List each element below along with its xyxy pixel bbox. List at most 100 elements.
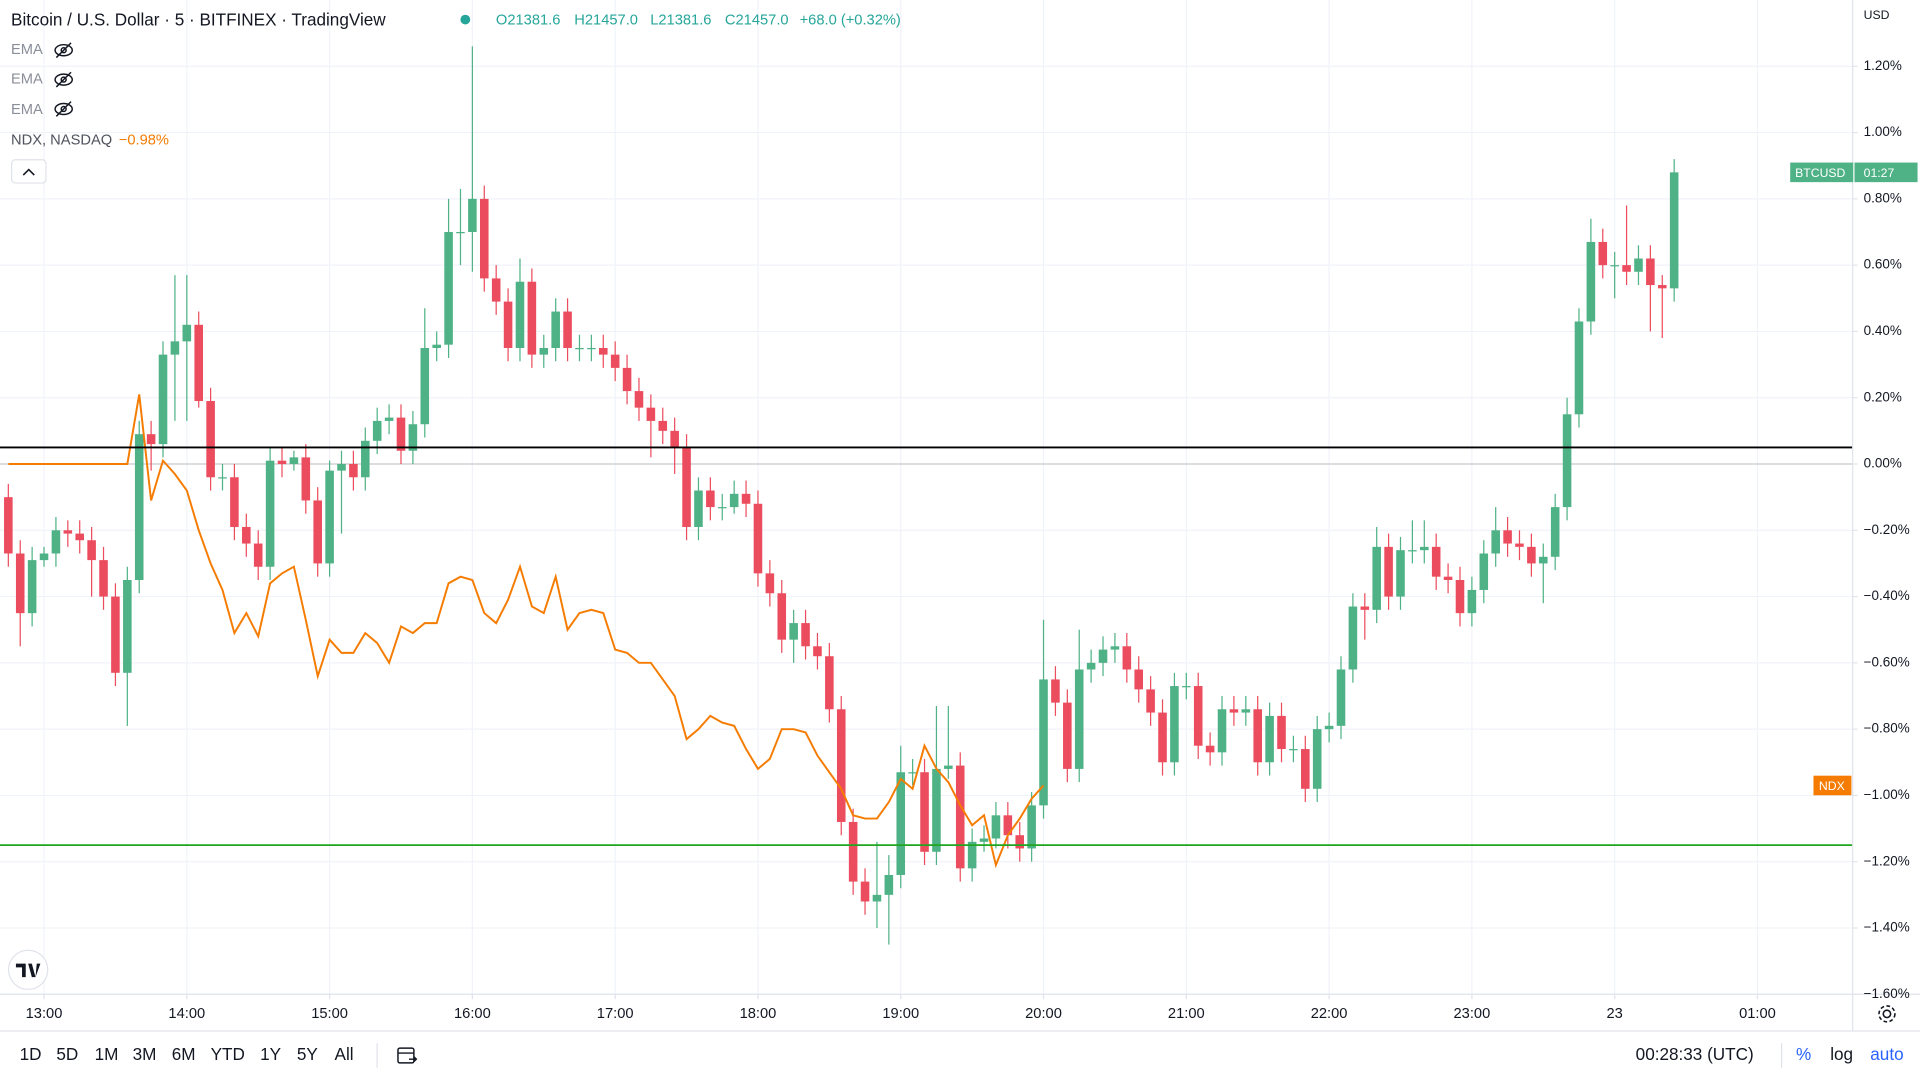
candle-body <box>1110 646 1120 650</box>
ohlc-change: +68.0 (+0.32%) <box>800 13 901 29</box>
eye-icon[interactable] <box>54 101 73 117</box>
candle-body <box>408 424 418 451</box>
y-tick-label: 0.00% <box>1864 456 1902 471</box>
x-tick-label: 23:00 <box>1454 1006 1491 1022</box>
range-button[interactable]: 1M <box>95 1044 119 1064</box>
x-tick-label: 23 <box>1607 1006 1623 1022</box>
range-button[interactable]: All <box>335 1044 354 1064</box>
candle-body <box>1360 606 1370 610</box>
candle-body <box>1193 686 1203 746</box>
candle-body <box>1515 543 1524 547</box>
candle-body <box>789 623 798 640</box>
range-button[interactable]: 1Y <box>260 1044 282 1064</box>
candle-body <box>955 765 965 869</box>
y-tick-label: −0.40% <box>1864 588 1910 603</box>
candle-body <box>75 533 85 541</box>
range-button[interactable]: 5Y <box>297 1044 319 1064</box>
candle-body <box>979 838 989 842</box>
candle-body <box>1074 669 1084 769</box>
scale-button[interactable]: auto <box>1870 1044 1903 1064</box>
candle-body <box>1039 679 1048 806</box>
candle-body <box>277 460 287 464</box>
candle-body <box>658 420 668 431</box>
goto-date-icon[interactable] <box>397 1047 418 1064</box>
candle-body <box>706 490 715 508</box>
candle-body <box>1491 530 1500 554</box>
candle-body <box>884 874 894 895</box>
clock[interactable]: 00:28:33 (UTC) <box>1636 1044 1754 1064</box>
candle-body <box>622 367 632 392</box>
candle-body <box>337 463 346 471</box>
candle-body <box>253 543 263 567</box>
candle-body <box>39 553 49 561</box>
candle-body <box>836 709 846 822</box>
candle-body <box>349 463 358 478</box>
indicator-name[interactable]: EMA <box>11 102 43 118</box>
candle-body <box>468 198 477 232</box>
y-tick-label: −0.20% <box>1864 522 1910 537</box>
currency-label[interactable]: USD <box>1864 8 1890 22</box>
compare-change: −0.98% <box>119 133 169 149</box>
range-button[interactable]: 6M <box>172 1044 196 1064</box>
candle-body <box>4 497 13 554</box>
grid-layer <box>0 0 1853 995</box>
candle-body <box>860 881 870 902</box>
x-tick-label: 15:00 <box>311 1006 348 1022</box>
x-tick-label: 13:00 <box>26 1006 63 1022</box>
candle-body <box>158 354 168 445</box>
candle-body <box>1431 546 1441 577</box>
y-tick-label: −1.60% <box>1864 986 1910 1001</box>
indicator-name[interactable]: EMA <box>11 42 43 58</box>
candle-body <box>1479 553 1489 590</box>
range-button[interactable]: 5D <box>56 1044 78 1064</box>
candle-body <box>1146 689 1155 713</box>
bar-countdown: 01:27 <box>1864 166 1895 180</box>
x-tick-label: 19:00 <box>882 1006 919 1022</box>
candle-body <box>265 460 275 567</box>
y-tick-label: −1.40% <box>1864 920 1910 935</box>
eye-icon[interactable] <box>54 71 73 88</box>
candle-body <box>575 348 584 350</box>
candle-body <box>1324 725 1334 730</box>
range-button[interactable]: 3M <box>133 1044 157 1064</box>
candle-body <box>1158 712 1167 763</box>
candle-body <box>146 434 156 445</box>
scale-button[interactable]: log <box>1830 1044 1853 1064</box>
candle-body <box>99 560 108 597</box>
range-button[interactable]: YTD <box>211 1044 245 1064</box>
scale-button[interactable]: % <box>1796 1044 1811 1064</box>
marks-layer <box>0 46 1853 945</box>
y-tick-label: 0.60% <box>1864 257 1902 272</box>
candle-body <box>301 457 311 501</box>
logo-badge[interactable] <box>7 949 49 990</box>
candle-body <box>539 348 549 355</box>
ohlc-low: L21381.6 <box>650 13 711 29</box>
hidden-eye-icons[interactable] <box>54 42 73 117</box>
candle-body <box>598 348 608 355</box>
settings-gear[interactable] <box>1878 1005 1896 1023</box>
candle-body <box>51 530 61 554</box>
candle-body <box>1205 745 1215 753</box>
candle-body <box>230 477 239 527</box>
x-tick-label: 16:00 <box>454 1006 491 1022</box>
candle-body <box>1646 258 1655 286</box>
candle-body <box>1229 709 1239 713</box>
candle-body <box>527 281 537 355</box>
candle-body <box>765 573 775 594</box>
x-tick-label: 21:00 <box>1168 1006 1205 1022</box>
compare-line <box>8 394 1045 869</box>
candle-body <box>396 417 406 451</box>
candle-body <box>694 490 703 527</box>
candle-body <box>813 646 822 657</box>
candle-body <box>896 772 906 875</box>
indicator-name[interactable]: EMA <box>11 71 43 87</box>
candle-body <box>134 434 144 580</box>
candle-body <box>1312 729 1322 789</box>
y-tick-label: 0.40% <box>1864 323 1902 338</box>
collapse-button[interactable] <box>11 159 47 184</box>
eye-icon[interactable] <box>54 42 73 59</box>
candle-body <box>1527 546 1536 564</box>
range-button[interactable]: 1D <box>20 1044 42 1064</box>
candle-body <box>1289 749 1298 751</box>
